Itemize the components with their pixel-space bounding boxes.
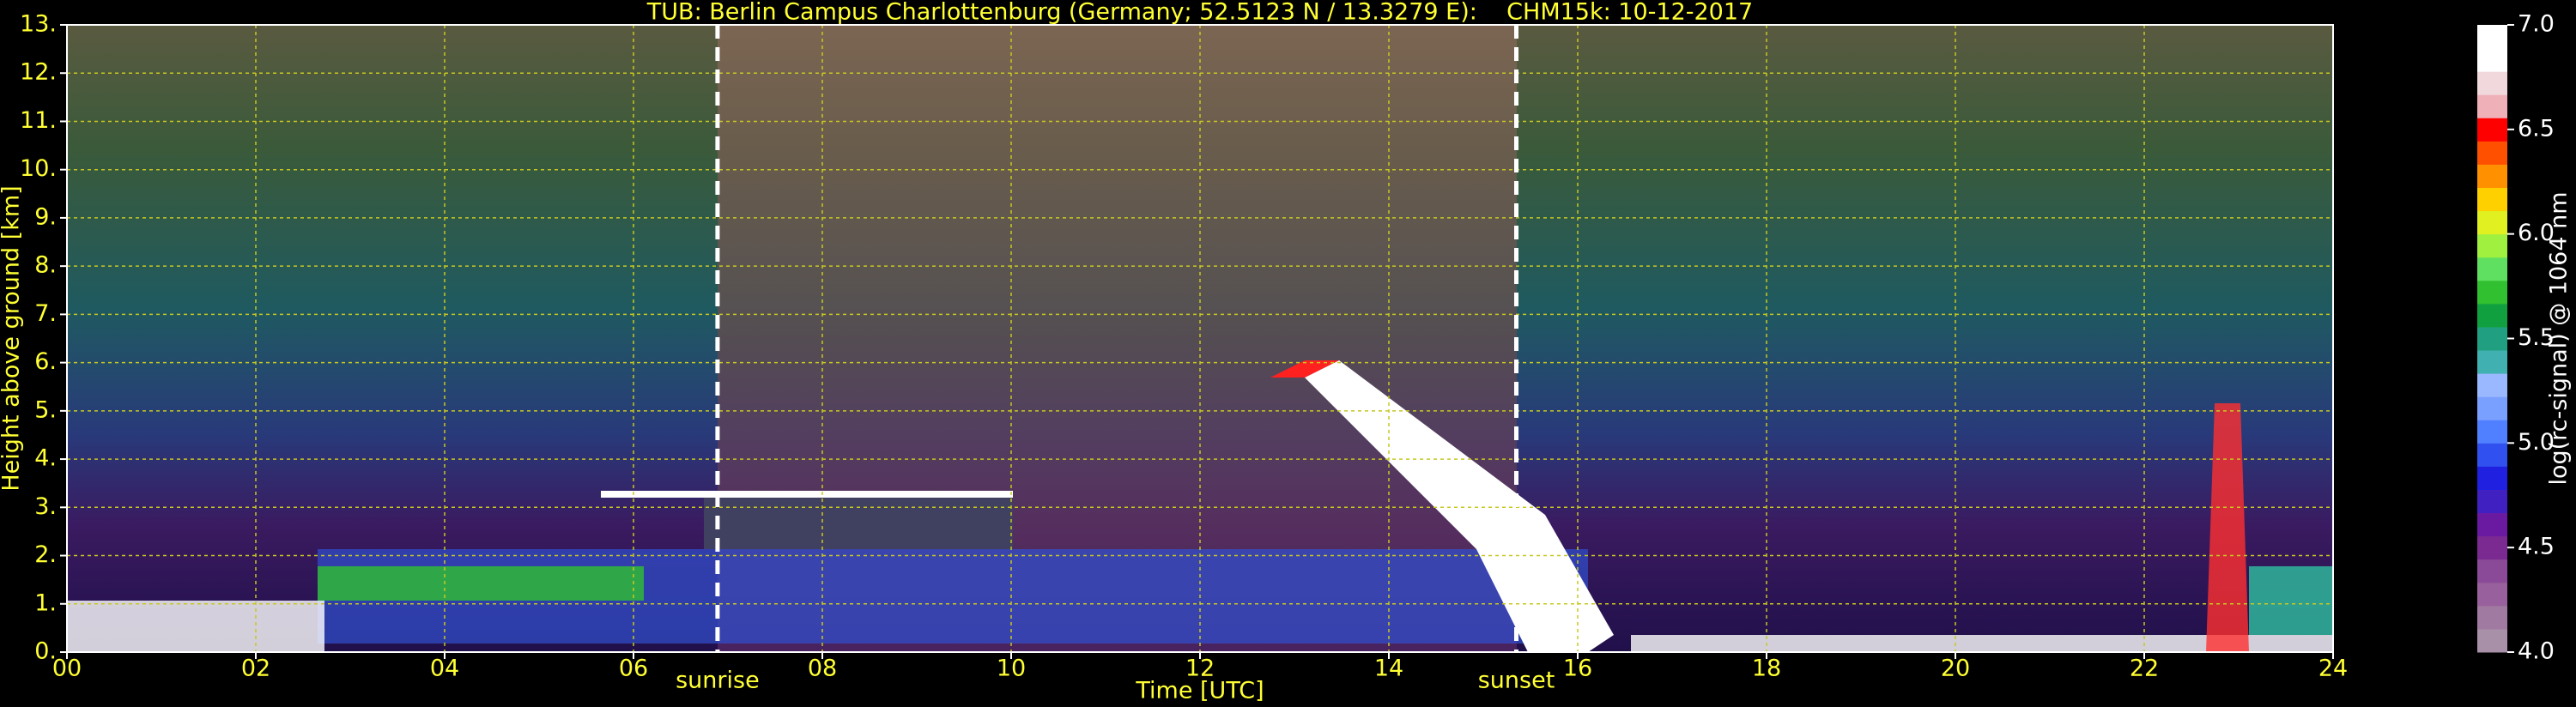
colorbar-segment (2477, 350, 2507, 374)
x-axis-label: Time [UTC] (1135, 678, 1264, 704)
colorbar-segment (2477, 535, 2507, 560)
y-tick-label: 7. (34, 300, 57, 327)
backscatter-image (67, 25, 2333, 652)
y-tick-label: 10. (20, 155, 57, 182)
plot-frame (66, 24, 2334, 653)
colorbar-segment (2477, 118, 2507, 142)
y-tick-label: 12. (20, 59, 57, 86)
colorbar-segment (2477, 512, 2507, 537)
x-tick-label: 02 (241, 656, 270, 682)
colorbar-segment (2477, 443, 2507, 467)
colorbar-segment (2477, 257, 2507, 281)
colorbar-tick-label: 4.0 (2518, 638, 2555, 665)
colorbar-segment (2477, 582, 2507, 607)
colorbar-label: log(rc-signal) @ 1064 nm (2546, 191, 2573, 485)
y-tick-label: 5. (34, 396, 57, 423)
colorbar-segment (2477, 71, 2507, 95)
y-tick-label: 13. (20, 11, 57, 38)
annotation-label: sunset (1478, 668, 1555, 694)
x-tick-label: 18 (1752, 656, 1781, 682)
colorbar-segment (2477, 420, 2507, 444)
colorbar-segment (2477, 303, 2507, 328)
x-tick-label: 08 (808, 656, 837, 682)
y-tick-label: 4. (34, 445, 57, 472)
colorbar-segment (2477, 187, 2507, 212)
y-tick-label: 6. (34, 348, 57, 375)
y-tick-label: 1. (34, 589, 57, 616)
y-tick-label: 0. (34, 638, 57, 665)
colorbar-tick-label: 6.0 (2518, 220, 2555, 246)
x-tick-label: 06 (619, 656, 648, 682)
x-tick-label: 04 (430, 656, 459, 682)
colorbar-segment (2477, 489, 2507, 514)
y-axis-label: Height above ground [km] (0, 185, 25, 491)
y-tick-label: 9. (34, 203, 57, 230)
x-tick-label: 14 (1374, 656, 1403, 682)
colorbar-segment (2477, 373, 2507, 397)
colorbar-segment (2477, 396, 2507, 420)
colorbar-segment (2477, 164, 2507, 189)
colorbar-segment (2477, 605, 2507, 630)
x-tick-label: 00 (52, 656, 82, 682)
y-tick-label: 2. (34, 541, 57, 568)
colorbar-segment (2477, 466, 2507, 490)
y-tick-label: 3. (34, 493, 57, 520)
colorbar-segment (2477, 94, 2507, 118)
chart-title: TUB: Berlin Campus Charlottenburg (Germa… (646, 0, 1753, 26)
colorbar-tick-label: 7.0 (2518, 11, 2555, 38)
colorbar-segment (2477, 25, 2507, 49)
y-tick-label: 8. (34, 252, 57, 279)
colorbar-tick-label: 5.0 (2518, 429, 2555, 456)
colorbar-tick-label: 4.5 (2518, 534, 2555, 560)
colorbar-segment (2477, 48, 2507, 72)
colorbar-tick-label: 5.5 (2518, 324, 2555, 351)
colorbar-segment (2477, 233, 2507, 258)
x-tick-label: 24 (2318, 656, 2348, 682)
colorbar-segment (2477, 141, 2507, 165)
colorbar-segment (2477, 628, 2507, 653)
colorbar-segment (2477, 280, 2507, 305)
colorbar-tick-label: 6.5 (2518, 115, 2555, 142)
colorbar-segment (2477, 326, 2507, 351)
x-tick-label: 12 (1185, 656, 1215, 682)
colorbar-segment (2477, 210, 2507, 235)
x-tick-label: 22 (2130, 656, 2159, 682)
y-tick-label: 11. (20, 107, 57, 134)
x-tick-label: 16 (1563, 656, 1592, 682)
annotation-label: sunrise (676, 668, 760, 694)
x-tick-label: 20 (1941, 656, 1970, 682)
colorbar-segment (2477, 559, 2507, 583)
x-tick-label: 10 (997, 656, 1026, 682)
